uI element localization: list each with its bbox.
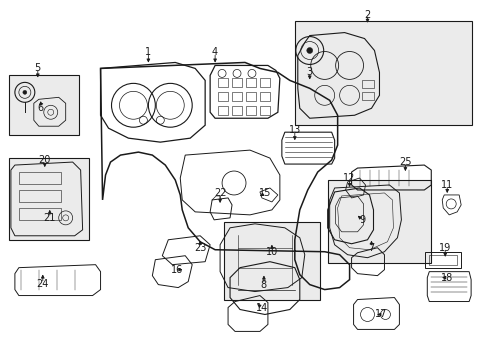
- Bar: [218, 92, 227, 101]
- Bar: [361, 80, 373, 88]
- Text: 14: 14: [255, 302, 267, 312]
- Circle shape: [23, 90, 27, 94]
- Bar: [425, 252, 460, 268]
- Text: 12: 12: [343, 173, 355, 183]
- Bar: [19, 208, 61, 220]
- Text: 16: 16: [171, 265, 183, 275]
- Bar: [9, 75, 79, 135]
- Text: 20: 20: [39, 155, 51, 165]
- Text: 9: 9: [359, 215, 365, 225]
- Text: 21: 21: [43, 213, 56, 223]
- Bar: [327, 180, 430, 263]
- Text: 17: 17: [374, 310, 387, 319]
- Bar: [260, 92, 269, 101]
- Text: 1: 1: [145, 48, 151, 58]
- Text: 8: 8: [260, 280, 266, 289]
- Bar: [232, 78, 242, 87]
- Bar: [19, 190, 61, 202]
- Text: 5: 5: [35, 63, 41, 73]
- Text: 19: 19: [438, 243, 450, 253]
- Text: 11: 11: [440, 180, 452, 190]
- Bar: [218, 106, 227, 115]
- Text: 7: 7: [367, 243, 374, 253]
- Text: 23: 23: [194, 243, 206, 253]
- Text: 6: 6: [38, 103, 44, 113]
- Text: 25: 25: [398, 157, 411, 167]
- Bar: [232, 106, 242, 115]
- Bar: [260, 78, 269, 87]
- Text: 13: 13: [288, 125, 300, 135]
- Bar: [245, 78, 255, 87]
- Text: 3: 3: [306, 67, 312, 77]
- Bar: [294, 21, 471, 125]
- Bar: [9, 158, 88, 240]
- Bar: [428, 255, 456, 265]
- Bar: [232, 92, 242, 101]
- Text: 2: 2: [364, 10, 370, 20]
- Text: 4: 4: [212, 48, 218, 58]
- Bar: [245, 106, 255, 115]
- Text: 22: 22: [213, 188, 226, 198]
- Bar: [19, 172, 61, 184]
- Bar: [361, 92, 373, 100]
- Text: 24: 24: [37, 279, 49, 289]
- Text: 10: 10: [265, 247, 278, 257]
- Bar: [218, 78, 227, 87]
- Circle shape: [306, 48, 312, 54]
- Text: 15: 15: [258, 188, 270, 198]
- Bar: [224, 222, 319, 300]
- Text: 18: 18: [440, 273, 452, 283]
- Bar: [260, 106, 269, 115]
- Bar: [245, 92, 255, 101]
